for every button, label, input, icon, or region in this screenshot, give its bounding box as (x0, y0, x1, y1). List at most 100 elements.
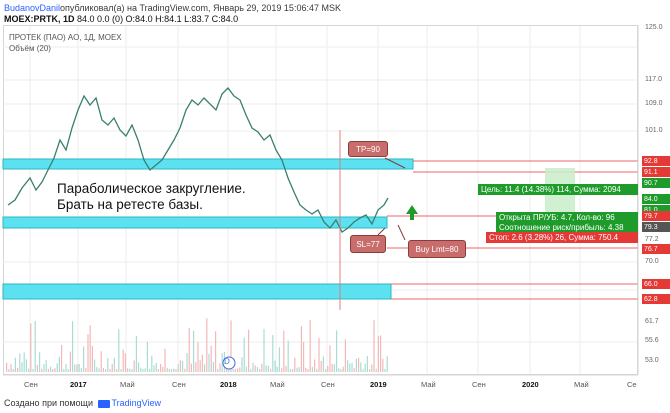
volume-bar (149, 368, 151, 372)
x-tick: Май (270, 380, 285, 389)
x-tick: 2020 (522, 380, 539, 389)
volume-bar (333, 364, 335, 372)
volume-bar (113, 357, 115, 372)
volume-bar (221, 353, 223, 372)
volume-bar (230, 320, 232, 372)
volume-bar (102, 368, 104, 372)
volume-bar (186, 353, 188, 372)
volume-bar (157, 369, 159, 372)
volume-bar (72, 321, 74, 372)
sl-pointer (377, 227, 386, 236)
volume-bar (375, 368, 377, 372)
volume-bar (50, 366, 52, 372)
x-tick: Сен (24, 380, 38, 389)
volume-bar (272, 335, 274, 372)
volume-bar (69, 351, 71, 372)
ohlc-values: 84.0 0.0 (0) O:84.0 H:84.1 L:83.7 C:84.0 (77, 14, 239, 24)
volume-bar (347, 360, 349, 372)
y-tick: 55.6 (645, 337, 659, 344)
tradingview-link[interactable]: TradingView (111, 398, 162, 408)
stop-label[interactable]: Стоп: 2.6 (3.28%) 26, Сумма: 750.4 (486, 232, 638, 243)
volume-bar (168, 369, 170, 372)
volume-bar (43, 364, 45, 372)
volume-bar (32, 368, 34, 372)
target-label[interactable]: Цель: 11.4 (14.38%) 114, Сумма: 2094 (478, 184, 638, 195)
volume-bar (380, 335, 382, 372)
volume-bar (292, 368, 294, 372)
volume-bar (41, 368, 43, 372)
annotation-line-2: Брать на ретесте базы. (57, 197, 203, 212)
volume-bar (294, 357, 296, 372)
volume-bar (212, 362, 214, 372)
x-tick: Май (120, 380, 135, 389)
x-tick: Сен (321, 380, 335, 389)
volume-bar (309, 320, 311, 372)
volume-bar (206, 318, 208, 372)
volume-bar (377, 336, 379, 372)
volume-bar (166, 367, 168, 372)
volume-bar (364, 363, 366, 372)
volume-bar (248, 329, 250, 372)
volume-bar (34, 321, 36, 372)
volume-bar (175, 369, 177, 372)
volume-bar (67, 369, 69, 372)
volume-bar (6, 362, 8, 372)
volume-bar (371, 364, 373, 372)
base-zone[interactable] (2, 216, 388, 229)
sl-callout[interactable]: SL=77 (350, 235, 386, 253)
volume-bar (52, 369, 54, 372)
volume-bar (336, 330, 338, 372)
buy-pointer (397, 224, 406, 241)
volume-bar (96, 367, 98, 372)
volume-bar (278, 347, 280, 372)
volume-bar (23, 352, 25, 372)
author-link[interactable]: BudanovDanil (4, 3, 61, 13)
volume-bar (307, 368, 309, 372)
x-tick: Май (574, 380, 589, 389)
tp-callout[interactable]: TP=90 (348, 141, 388, 157)
volume-bar (384, 369, 386, 372)
tp-pointer (384, 157, 406, 169)
volume-bar (63, 368, 65, 372)
y-tick: 117.0 (645, 76, 662, 83)
volume-bar (146, 341, 148, 372)
volume-bar (245, 366, 247, 372)
volume-bar (322, 356, 324, 372)
volume-bar (239, 367, 241, 372)
volume-bar (349, 363, 351, 372)
volume-bar (305, 367, 307, 372)
volume-bar (199, 360, 201, 372)
volume-bar (131, 369, 133, 372)
volume-bar (140, 367, 142, 372)
volume-bar (362, 369, 364, 372)
annotation-text[interactable]: Параболическое закругление. Брать на рет… (57, 181, 246, 213)
dividend-label: D (224, 357, 230, 366)
risk-ratio-label[interactable]: Соотношение риск/прибыль: 4.38 (496, 222, 638, 233)
buy-callout[interactable]: Buy Lmt=80 (408, 240, 466, 258)
volume-bar (318, 338, 320, 372)
volume-bar (78, 364, 80, 372)
volume-bar (338, 368, 340, 372)
support-zone[interactable] (2, 283, 392, 300)
volume-bar (30, 323, 32, 372)
resistance-zone[interactable] (2, 158, 414, 170)
price-tag: 66.0 (642, 279, 670, 289)
volume-bar (118, 329, 120, 372)
volume-bar (122, 349, 124, 372)
volume-bar (19, 353, 21, 372)
volume-bar (325, 369, 327, 372)
volume-bar (226, 368, 228, 372)
volume-bar (54, 368, 56, 372)
volume-bar (184, 368, 186, 372)
dividend-marker[interactable] (222, 356, 236, 370)
volume-bar (285, 365, 287, 372)
volume-bar (83, 346, 85, 372)
volume-bar (265, 365, 267, 372)
volume-bar (298, 367, 300, 372)
volume-bar (267, 365, 269, 372)
volume-bar (28, 368, 30, 372)
volume-bar (36, 364, 38, 372)
open-pnl-label[interactable]: Открыта ПР/УБ: 4.7, Кол-во: 96 (496, 212, 638, 223)
volume-bar (369, 369, 371, 372)
volume-bar (366, 355, 368, 372)
